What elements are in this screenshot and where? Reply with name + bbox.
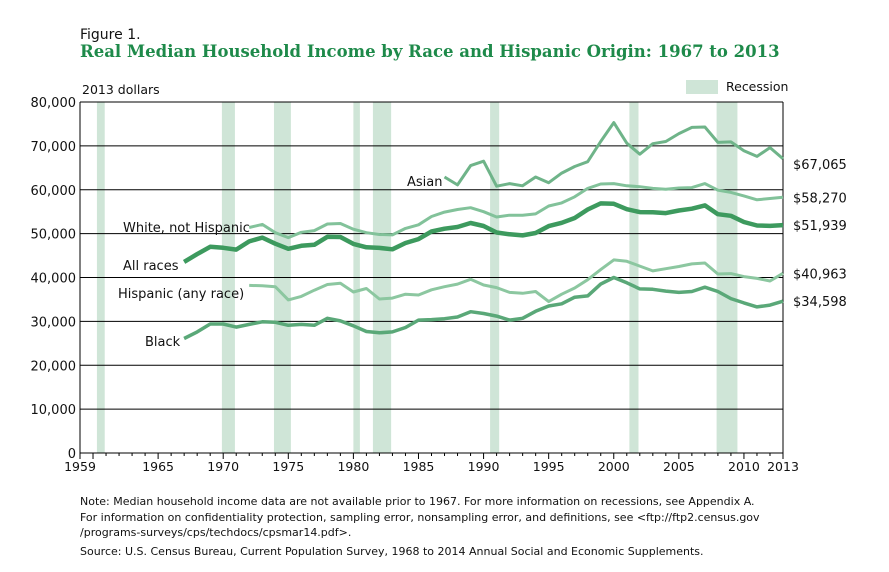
x-tick-label: 1995 [533, 459, 565, 474]
y-tick-label: 10,000 [31, 403, 77, 418]
series-label: All races [123, 259, 179, 274]
source-line: Source: U.S. Census Bureau, Current Popu… [80, 544, 704, 558]
note-line: /programs-surveys/cps/techdocs/cpsmar14.… [80, 526, 352, 539]
x-tick-label: 1975 [272, 459, 304, 474]
series-label: Black [145, 335, 181, 350]
y-tick-label: 30,000 [31, 315, 77, 330]
x-tick-label: 2013 [767, 459, 799, 474]
legend-recession-swatch [686, 79, 718, 94]
note-line: Note: Median household income data are n… [80, 495, 755, 508]
series-line-hispanic-any-race- [249, 258, 784, 304]
y-tick-label: 60,000 [31, 184, 77, 199]
x-tick-label: 1965 [142, 459, 174, 474]
x-tick-label: 1980 [337, 459, 369, 474]
y-tick-label: 70,000 [31, 140, 77, 155]
y-tick-label: 40,000 [31, 272, 77, 287]
x-tick-label: 1985 [403, 459, 435, 474]
legend: Recession [686, 79, 788, 94]
note-line: For information on confidentiality prote… [80, 510, 760, 524]
end-value-label: $58,270 [793, 191, 847, 206]
legend-recession-label: Recession [726, 79, 789, 94]
x-tick-label: 1990 [468, 459, 500, 474]
y-tick-label: 0 [68, 447, 76, 462]
end-value-label: $67,065 [793, 158, 847, 173]
notes: Note: Median household income data are n… [80, 494, 880, 559]
figure-label: Figure 1. [80, 27, 141, 43]
x-tick-label: 1970 [207, 459, 239, 474]
y-tick-label: 80,000 [31, 96, 77, 111]
end-value-label: $34,598 [793, 295, 847, 310]
series-label: White, not Hispanic [123, 221, 250, 236]
end-value-label: $51,939 [793, 219, 847, 234]
y-tick-label: 50,000 [31, 228, 77, 243]
chart-title: Real Median Household Income by Race and… [80, 42, 780, 61]
series-line-white-not-hispanic [248, 182, 784, 240]
x-tick-label: 2005 [663, 459, 695, 474]
end-value-label: $40,963 [793, 267, 847, 282]
x-tick-label: 1959 [64, 459, 96, 474]
x-tick-label: 2000 [598, 459, 630, 474]
x-tick-label: 2010 [728, 459, 760, 474]
series-label: Asian [407, 175, 442, 190]
y-tick-label: 20,000 [31, 359, 77, 374]
series-label: Hispanic (any race) [118, 287, 244, 302]
y-axis-label: 2013 dollars [82, 82, 160, 97]
